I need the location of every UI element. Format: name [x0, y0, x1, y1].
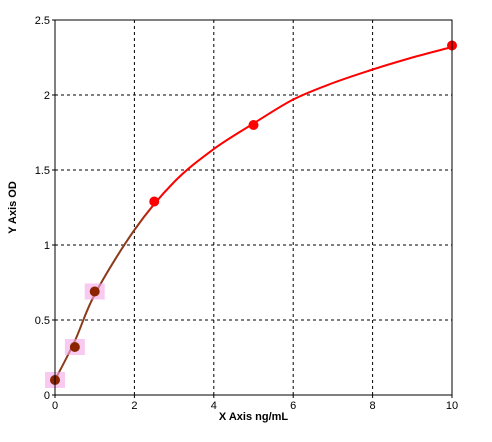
- data-point: [89, 286, 100, 297]
- data-point: [149, 196, 160, 207]
- y-tick-label: 0: [44, 390, 50, 402]
- data-point: [248, 120, 259, 130]
- x-tick-label: 2: [131, 400, 137, 412]
- x-tick-label: 4: [211, 400, 217, 412]
- y-axis-label: Y Axis OD: [7, 181, 19, 234]
- y-tick-label: 1.5: [35, 165, 50, 177]
- y-tick-label: 2: [44, 90, 50, 102]
- x-tick-label: 0: [52, 400, 58, 412]
- tick-labels: 0 2 4 6 8 10 0 0.5 1 1.5 2 2.5: [35, 15, 458, 412]
- grid-lines: [52, 19, 453, 398]
- x-tick-label: 8: [370, 400, 376, 412]
- x-tick-label: 10: [446, 400, 458, 412]
- plot-frame: [54, 19, 453, 396]
- y-tick-label: 0.5: [35, 315, 50, 327]
- x-axis-label: X Axis ng/mL: [219, 411, 289, 423]
- data-point: [69, 342, 80, 352]
- y-tick-label: 1: [44, 240, 50, 252]
- x-tick-label: 6: [290, 400, 296, 412]
- y-tick-label: 2.5: [35, 15, 50, 27]
